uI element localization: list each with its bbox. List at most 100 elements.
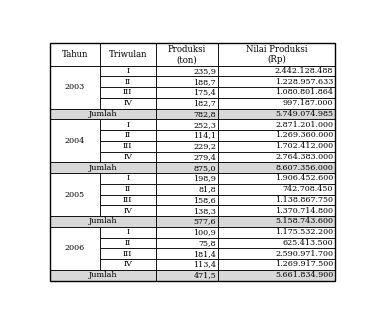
Bar xyxy=(100,205,156,216)
Text: 81,8: 81,8 xyxy=(199,185,216,193)
Text: 1.138.867.750: 1.138.867.750 xyxy=(275,196,333,204)
Bar xyxy=(156,270,218,280)
Text: 2.442.128.488: 2.442.128.488 xyxy=(275,67,333,75)
Text: 8.607.356.000: 8.607.356.000 xyxy=(275,164,333,172)
Bar xyxy=(218,76,335,87)
Text: 875,0: 875,0 xyxy=(194,164,216,172)
Text: 577,6: 577,6 xyxy=(193,218,216,225)
Bar xyxy=(100,238,156,248)
Bar xyxy=(100,259,156,270)
Bar xyxy=(156,98,218,109)
Bar xyxy=(100,119,156,130)
Bar xyxy=(218,216,335,227)
Text: I: I xyxy=(126,121,129,129)
Bar xyxy=(156,216,218,227)
Text: 1.228.957.633: 1.228.957.633 xyxy=(275,78,333,86)
Bar xyxy=(156,173,218,184)
Bar xyxy=(50,216,156,227)
Text: 75,8: 75,8 xyxy=(199,239,216,247)
Text: Jumlah: Jumlah xyxy=(88,164,117,172)
Bar xyxy=(100,43,156,66)
Text: 188,7: 188,7 xyxy=(193,78,216,86)
Bar xyxy=(218,195,335,205)
Text: 2.590.971.700: 2.590.971.700 xyxy=(275,250,333,258)
Bar xyxy=(156,227,218,238)
Text: Jumlah: Jumlah xyxy=(88,271,117,279)
Bar xyxy=(218,173,335,184)
Bar xyxy=(100,152,156,162)
Bar xyxy=(156,195,218,205)
Text: 742.708.450: 742.708.450 xyxy=(283,185,333,193)
Bar xyxy=(218,238,335,248)
Bar xyxy=(100,248,156,259)
Bar xyxy=(156,184,218,195)
Text: 1.175.532.200: 1.175.532.200 xyxy=(275,228,333,236)
Text: 198,9: 198,9 xyxy=(193,175,216,183)
Text: 252,3: 252,3 xyxy=(193,121,216,129)
Bar xyxy=(100,66,156,76)
Text: 1.370.714.800: 1.370.714.800 xyxy=(275,207,333,215)
Bar xyxy=(100,87,156,98)
Text: Jumlah: Jumlah xyxy=(88,110,117,118)
Text: II: II xyxy=(124,185,131,193)
Text: 2.764.383.000: 2.764.383.000 xyxy=(275,153,333,161)
Text: III: III xyxy=(123,88,132,96)
Bar xyxy=(218,227,335,238)
Bar xyxy=(218,162,335,173)
Bar xyxy=(156,141,218,152)
Text: III: III xyxy=(123,250,132,258)
Text: 5.749.074.985: 5.749.074.985 xyxy=(275,110,333,118)
Text: IV: IV xyxy=(123,99,132,107)
Bar xyxy=(156,259,218,270)
Bar xyxy=(100,173,156,184)
Bar xyxy=(218,119,335,130)
Bar xyxy=(100,195,156,205)
Bar xyxy=(156,248,218,259)
Bar xyxy=(156,130,218,141)
Text: Produksi
(ton): Produksi (ton) xyxy=(168,45,206,64)
Text: 235,9: 235,9 xyxy=(193,67,216,75)
Text: II: II xyxy=(124,239,131,247)
Bar xyxy=(218,184,335,195)
Text: 471,5: 471,5 xyxy=(193,271,216,279)
Bar xyxy=(156,162,218,173)
Text: 5.661.834.900: 5.661.834.900 xyxy=(275,271,333,279)
Text: 229,2: 229,2 xyxy=(193,142,216,150)
Text: 625.413.500: 625.413.500 xyxy=(282,239,333,247)
Text: Nilai Produksi
(Rp): Nilai Produksi (Rp) xyxy=(246,45,308,64)
Bar xyxy=(218,270,335,280)
Text: IV: IV xyxy=(123,153,132,161)
Bar xyxy=(218,130,335,141)
Bar xyxy=(50,109,156,119)
Bar xyxy=(100,141,156,152)
Bar xyxy=(218,109,335,119)
Text: I: I xyxy=(126,67,129,75)
Text: 1.269.360.000: 1.269.360.000 xyxy=(275,131,333,140)
Text: 113,4: 113,4 xyxy=(193,260,216,268)
Text: 100,9: 100,9 xyxy=(193,228,216,236)
Bar xyxy=(156,66,218,76)
Bar xyxy=(156,76,218,87)
Text: 114,1: 114,1 xyxy=(193,131,216,140)
Text: II: II xyxy=(124,131,131,140)
Text: 1.269.917.500: 1.269.917.500 xyxy=(275,260,333,268)
Bar xyxy=(156,87,218,98)
Bar xyxy=(218,205,335,216)
Text: Triwulan: Triwulan xyxy=(109,50,147,59)
Text: 175,4: 175,4 xyxy=(193,88,216,96)
Bar xyxy=(218,152,335,162)
Bar xyxy=(100,98,156,109)
Bar xyxy=(50,66,100,109)
Text: 997.187.000: 997.187.000 xyxy=(283,99,333,107)
Text: 2004: 2004 xyxy=(65,137,85,145)
Bar xyxy=(218,98,335,109)
Bar xyxy=(100,227,156,238)
Text: 1.080.801.864: 1.080.801.864 xyxy=(275,88,333,96)
Text: 782,8: 782,8 xyxy=(193,110,216,118)
Text: IV: IV xyxy=(123,260,132,268)
Bar xyxy=(100,76,156,87)
Text: I: I xyxy=(126,228,129,236)
Bar xyxy=(218,66,335,76)
Text: I: I xyxy=(126,175,129,183)
Text: II: II xyxy=(124,78,131,86)
